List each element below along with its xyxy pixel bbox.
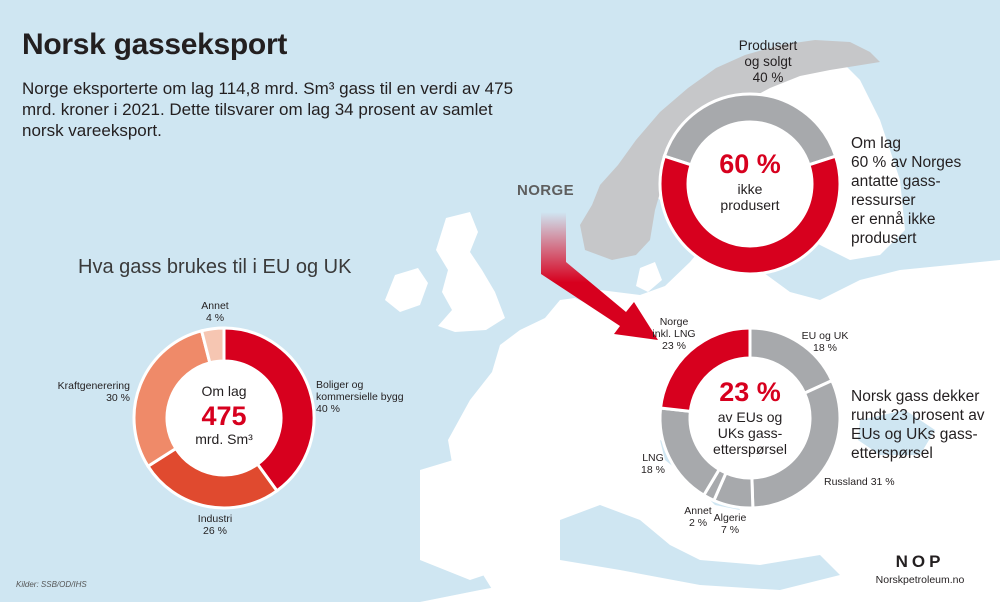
label-annet-demand: Annet 2 % bbox=[673, 505, 723, 529]
label-lng-value: 18 % bbox=[641, 464, 665, 476]
demand-note-1: Norsk gass dekker bbox=[851, 388, 980, 405]
label-industri-name: Industri bbox=[197, 513, 233, 525]
label-norge-lng-value: 23 % bbox=[662, 340, 686, 352]
label-annet-demand-name: Annet bbox=[684, 505, 712, 517]
demand-center-value: 23 % bbox=[719, 377, 781, 407]
resources-label-line2: og solgt bbox=[744, 54, 792, 69]
resources-note-2: 60 % av Norges bbox=[851, 154, 962, 171]
resources-label-line1: Produsert bbox=[738, 38, 798, 53]
usage-center-line1: Om lag bbox=[201, 383, 247, 399]
label-boliger-line1: Boliger og bbox=[316, 379, 364, 391]
resources-note: Om lag 60 % av Norges antatte gass- ress… bbox=[851, 134, 991, 248]
resources-label-produsert: Produsert og solgt 40 % bbox=[718, 38, 818, 86]
label-boliger-line2: kommersielle bygg bbox=[316, 391, 404, 403]
label-norge-lng: Norge inkl. LNG 23 % bbox=[634, 316, 714, 352]
brand-logo: NOP bbox=[895, 552, 945, 571]
label-lng-name: LNG bbox=[642, 452, 664, 464]
map-great-britain bbox=[436, 212, 505, 332]
label-industri-value: 26 % bbox=[203, 525, 227, 537]
label-russland-name: Russland 31 % bbox=[824, 476, 895, 488]
demand-center-line2: UKs gass- bbox=[717, 425, 783, 441]
label-kraft-name: Kraftgenerering bbox=[57, 380, 130, 392]
label-boliger: Boliger og kommersielle bygg 40 % bbox=[316, 379, 436, 415]
norway-arrow bbox=[541, 212, 658, 340]
label-eu-uk: EU og UK 18 % bbox=[785, 330, 865, 354]
resources-center-line2: produsert bbox=[720, 197, 780, 213]
label-kraft-value: 30 % bbox=[106, 392, 130, 404]
label-industri: Industri 26 % bbox=[175, 513, 255, 537]
resources-note-5: er ennå ikke bbox=[851, 211, 936, 228]
demand-center-line3: etterspørsel bbox=[713, 441, 787, 457]
brand-url[interactable]: Norskpetroleum.no bbox=[875, 574, 965, 586]
label-boliger-value: 40 % bbox=[316, 403, 340, 415]
demand-center-line1: av EUs og bbox=[717, 409, 783, 425]
label-annet-usage-value: 4 % bbox=[205, 312, 225, 324]
resources-label-value: 40 % bbox=[752, 70, 784, 85]
usage-center-unit: mrd. Sm³ bbox=[195, 431, 253, 447]
label-russland: Russland 31 % bbox=[824, 476, 914, 488]
label-annet-usage-name: Annet bbox=[201, 300, 229, 312]
resources-note-6: produsert bbox=[851, 230, 917, 247]
map-ireland bbox=[385, 268, 428, 312]
map-norway bbox=[580, 40, 880, 260]
demand-center: 23 % av EUs og UKs gass- etterspørsel bbox=[698, 378, 802, 457]
label-algerie-value: 7 % bbox=[720, 524, 740, 536]
resources-center: 60 % ikke produsert bbox=[702, 150, 798, 213]
demand-note-2: rundt 23 prosent av bbox=[851, 407, 985, 424]
map-black-sea bbox=[858, 410, 935, 455]
label-lng: LNG 18 % bbox=[628, 452, 678, 476]
resources-center-line1: ikke bbox=[737, 181, 763, 197]
demand-note-3: EUs og UKs gass- bbox=[851, 426, 978, 443]
demand-note: Norsk gass dekker rundt 23 prosent av EU… bbox=[851, 387, 996, 463]
map-label-norge: NORGE bbox=[517, 182, 575, 199]
label-kraft: Kraftgenerering 30 % bbox=[38, 380, 130, 404]
label-norge-lng-2: inkl. LNG bbox=[652, 328, 696, 340]
resources-note-3: antatte gass- bbox=[851, 173, 941, 190]
resources-note-4: ressurser bbox=[851, 192, 916, 209]
resources-center-value: 60 % bbox=[719, 149, 781, 179]
map-iberia bbox=[420, 455, 560, 580]
usage-chart-title: Hva gass brukes til i EU og UK bbox=[78, 256, 352, 278]
label-norge-lng-1: Norge bbox=[659, 316, 689, 328]
source-note: Kilder: SSB/OD/IHS bbox=[16, 580, 87, 589]
map-denmark bbox=[636, 262, 662, 292]
resources-note-1: Om lag bbox=[851, 135, 901, 152]
label-eu-uk-name: EU og UK bbox=[801, 330, 849, 342]
brand: NOP Norskpetroleum.no bbox=[860, 552, 980, 586]
label-annet-usage: Annet 4 % bbox=[185, 300, 245, 324]
demand-note-4: etterspørsel bbox=[851, 445, 933, 462]
label-annet-demand-value: 2 % bbox=[688, 517, 708, 529]
label-algerie-name: Algerie bbox=[713, 512, 747, 524]
usage-center-value: 475 bbox=[201, 401, 247, 431]
map-africa bbox=[420, 575, 780, 602]
label-algerie: Algerie 7 % bbox=[700, 512, 760, 536]
page-title: Norsk gasseksport bbox=[22, 28, 288, 61]
intro-text: Norge eksporterte om lag 114,8 mrd. Sm³ … bbox=[22, 79, 514, 140]
label-eu-uk-value: 18 % bbox=[813, 342, 837, 354]
usage-center: Om lag 475 mrd. Sm³ bbox=[178, 383, 270, 447]
map-mediterranean bbox=[560, 505, 840, 590]
